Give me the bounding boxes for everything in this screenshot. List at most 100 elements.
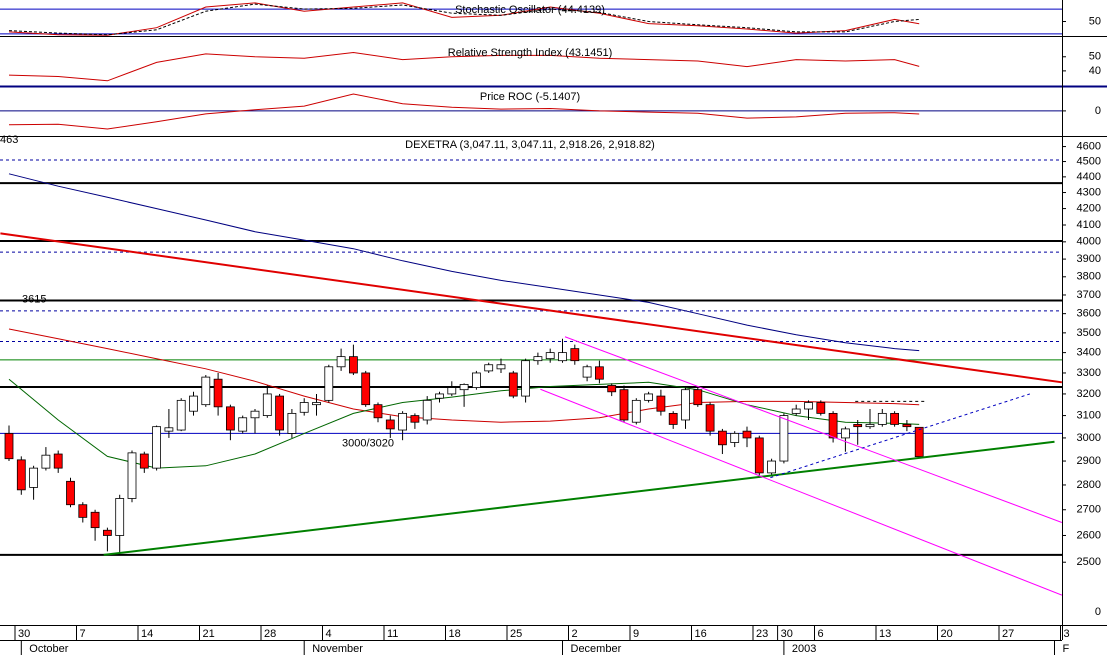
candle-body	[471, 372, 481, 388]
candle-body	[385, 419, 395, 430]
candle-body	[299, 402, 309, 413]
candle-body	[225, 406, 235, 431]
y-tick-label: 3900	[1077, 253, 1101, 265]
candle-body	[410, 415, 420, 423]
x-tick-label: 21	[203, 628, 215, 640]
candle-body	[398, 412, 408, 431]
candle-body	[533, 356, 543, 362]
x-tick-label: 23	[756, 628, 768, 640]
trend-line	[540, 388, 1062, 596]
x-tick-label: 18	[449, 628, 461, 640]
candle-body	[496, 364, 506, 370]
x-tick-label: 27	[1002, 628, 1014, 640]
candle-body	[238, 417, 248, 432]
candle-body	[336, 356, 346, 368]
x-tick-label: 4	[326, 628, 332, 640]
y-tick-label: 3300	[1077, 367, 1101, 379]
candle-body	[767, 460, 776, 474]
indicator-line	[8, 2, 920, 36]
moving-average	[8, 328, 920, 423]
candle-body	[853, 424, 863, 428]
candle-body	[718, 430, 727, 446]
candle-body	[865, 424, 875, 428]
panel	[0, 93, 1062, 130]
level-label: 3615	[22, 294, 46, 306]
candle-body	[176, 399, 186, 431]
candle-body	[521, 360, 530, 397]
candle-body	[484, 364, 494, 372]
candle-body	[914, 426, 924, 458]
candle-body	[656, 395, 666, 412]
candle-body	[570, 348, 580, 362]
candle-body	[545, 352, 555, 360]
y-tick-label: 3400	[1077, 347, 1101, 359]
candle-body	[841, 428, 850, 439]
indicator-line	[8, 93, 920, 130]
candle-body	[139, 453, 149, 469]
x-tick-label: 9	[633, 628, 639, 640]
y-tick-label: 2700	[1077, 504, 1101, 516]
y-tick-label: 2900	[1077, 455, 1101, 467]
candle-body	[189, 395, 198, 412]
trend-line	[0, 232, 1062, 384]
y-tick-label: 3200	[1077, 388, 1101, 400]
candle-body	[348, 356, 358, 374]
candle-body	[373, 404, 383, 419]
month-label: 2003	[792, 643, 816, 655]
y-tick-label: 4300	[1077, 186, 1101, 198]
candle-body	[902, 424, 912, 428]
level-label: 3000/3020	[342, 437, 394, 449]
y-tick-label: 2500	[1077, 556, 1101, 568]
y-tick-label: 0	[1095, 105, 1101, 117]
annotation: 463	[0, 134, 18, 146]
x-tick-label: 6	[818, 628, 824, 640]
candle-body	[435, 393, 444, 399]
y-tick-label: 50	[1089, 51, 1101, 63]
candle-body	[262, 393, 272, 416]
candle-body	[164, 427, 174, 432]
y-tick-label: 40	[1089, 65, 1101, 77]
candle-body	[4, 433, 14, 460]
panel	[0, 2, 1062, 36]
y-tick-label: 4200	[1077, 202, 1101, 214]
x-tick-label: 16	[695, 628, 707, 640]
panel-title: DEXETRA (3,047.11, 3,047.11, 2,918.26, 2…	[405, 139, 655, 151]
candle-body	[103, 529, 112, 536]
candle-body	[90, 511, 100, 529]
candle-body	[459, 384, 469, 391]
candle-body	[582, 366, 592, 378]
y-tick-label: 3100	[1077, 409, 1101, 421]
x-tick-label: 11	[387, 628, 398, 640]
y-tick-label: 3600	[1077, 308, 1101, 320]
x-tick-label: 13	[879, 628, 891, 640]
month-label: F	[1063, 643, 1070, 655]
panel-title: Stochastic Oscillator (44.4139)	[455, 4, 605, 16]
candle-body	[644, 393, 653, 401]
candle-body	[312, 402, 321, 406]
candle-body	[619, 389, 629, 421]
candle-body	[890, 412, 899, 425]
candle-body	[422, 399, 432, 421]
candle-body	[791, 408, 801, 414]
candle-body	[53, 453, 63, 469]
y-tick-label: 4100	[1077, 219, 1101, 231]
y-tick-label: 50	[1089, 15, 1101, 27]
y-tick-label: 4600	[1077, 140, 1101, 152]
candle-body	[447, 387, 457, 395]
y-tick-label: 2600	[1077, 529, 1101, 541]
candle-body	[152, 426, 162, 469]
panel	[8, 51, 920, 82]
candle-body	[361, 372, 371, 406]
y-tick-label: 4500	[1077, 155, 1101, 167]
candle-body	[754, 437, 764, 474]
candle-body	[508, 372, 518, 397]
candle-body	[78, 504, 88, 518]
candle-body	[275, 395, 285, 431]
moving-average	[8, 378, 920, 469]
moving-average	[8, 173, 920, 352]
y-tick-label: 3500	[1077, 327, 1101, 339]
candle-body	[287, 412, 297, 434]
panel	[0, 159, 1062, 596]
x-tick-label: 7	[80, 628, 86, 640]
